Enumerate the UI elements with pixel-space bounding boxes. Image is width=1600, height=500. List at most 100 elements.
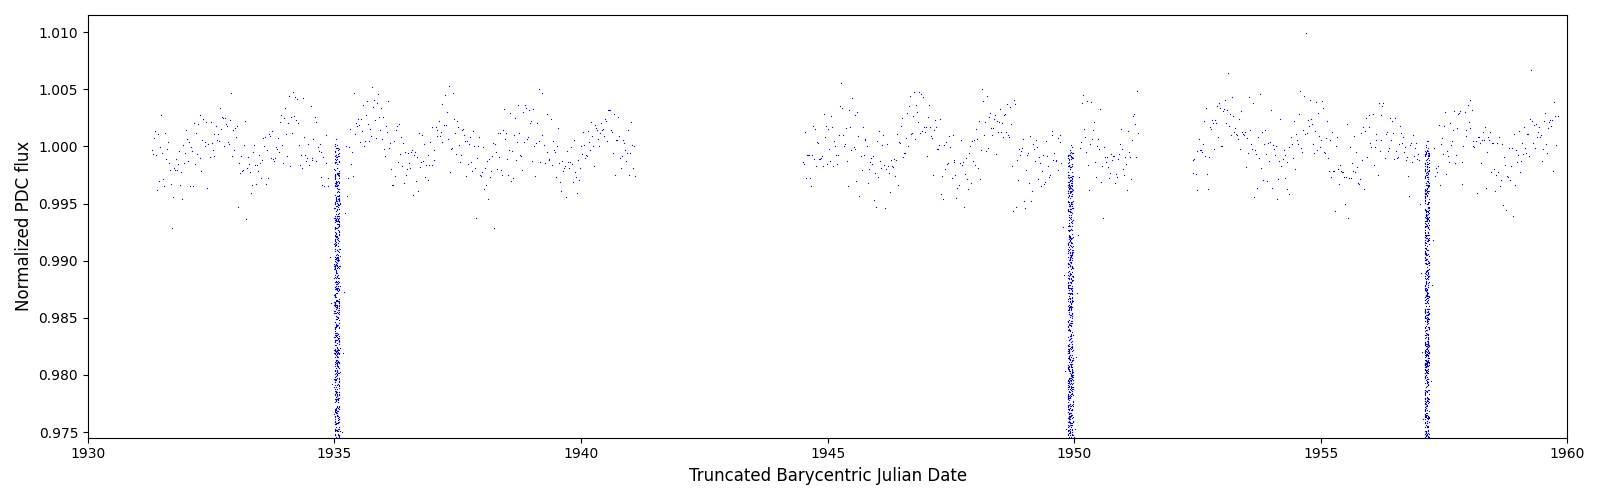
Point xyxy=(1056,362,1082,370)
Point xyxy=(325,224,350,232)
Point xyxy=(326,228,352,235)
Point xyxy=(1056,282,1082,290)
Point xyxy=(1474,184,1499,192)
Point xyxy=(1414,274,1440,281)
Point xyxy=(210,114,235,122)
Point xyxy=(323,332,349,340)
Point xyxy=(1054,418,1080,426)
Point xyxy=(832,142,858,150)
Point xyxy=(1056,336,1082,344)
Point xyxy=(1058,240,1083,248)
Point xyxy=(405,187,430,195)
Point xyxy=(325,336,350,344)
Point xyxy=(1106,150,1131,158)
Point xyxy=(1474,148,1499,156)
Point xyxy=(1416,152,1442,160)
Point xyxy=(1414,187,1440,195)
Point xyxy=(322,273,347,281)
Point xyxy=(322,350,347,358)
Point xyxy=(1059,251,1085,259)
Point xyxy=(893,134,918,142)
Point xyxy=(621,164,646,172)
Point xyxy=(1019,187,1045,195)
Point xyxy=(323,305,349,313)
Point xyxy=(1413,240,1438,248)
Point xyxy=(1512,124,1538,132)
Point xyxy=(1416,426,1442,434)
Point xyxy=(1403,138,1429,146)
Point xyxy=(467,172,493,179)
Point xyxy=(848,166,874,174)
Point xyxy=(1414,378,1440,386)
Point xyxy=(490,171,515,179)
Point xyxy=(1056,349,1082,357)
Point xyxy=(322,367,347,375)
Point xyxy=(229,152,254,160)
Point xyxy=(318,380,344,388)
Point xyxy=(1416,186,1442,194)
Point xyxy=(323,158,349,166)
Point xyxy=(1056,253,1082,261)
Point xyxy=(1261,141,1286,149)
Point xyxy=(1059,372,1085,380)
Point xyxy=(1317,136,1342,144)
Point xyxy=(1413,142,1438,150)
Point xyxy=(1413,346,1438,354)
Point xyxy=(171,141,197,149)
Point xyxy=(1413,432,1438,440)
Point xyxy=(326,358,352,366)
Point xyxy=(448,152,474,160)
Point xyxy=(1414,402,1440,409)
Point xyxy=(1413,189,1438,197)
Point xyxy=(1347,175,1373,183)
Point xyxy=(1414,268,1440,276)
Point xyxy=(1059,360,1085,368)
Point xyxy=(454,136,480,144)
Point xyxy=(1056,170,1082,178)
Point xyxy=(464,154,490,162)
Point xyxy=(322,348,347,356)
Point xyxy=(1058,400,1083,407)
Point xyxy=(1056,202,1082,210)
Point xyxy=(1413,420,1438,428)
Point xyxy=(1058,434,1083,442)
Point xyxy=(322,265,347,273)
Point xyxy=(1059,398,1085,406)
Point xyxy=(323,182,349,190)
Point xyxy=(1056,392,1082,400)
Point xyxy=(1059,358,1085,366)
Point xyxy=(1088,178,1114,186)
Point xyxy=(154,155,179,163)
Point xyxy=(1414,342,1440,350)
Point xyxy=(1058,322,1083,330)
Point xyxy=(1523,120,1549,128)
Point xyxy=(234,164,259,172)
Point xyxy=(1048,132,1074,140)
Point xyxy=(1066,173,1091,181)
Point xyxy=(325,212,350,220)
Point xyxy=(1414,438,1440,446)
Point xyxy=(912,122,938,130)
Point xyxy=(150,175,176,183)
Point xyxy=(1336,174,1362,182)
Point xyxy=(1059,411,1085,419)
Point xyxy=(1059,296,1085,304)
Point xyxy=(526,138,552,145)
Point xyxy=(1058,334,1083,342)
Point xyxy=(328,440,354,448)
Point xyxy=(213,120,238,128)
Point xyxy=(950,203,976,211)
Point xyxy=(1414,358,1440,366)
Point xyxy=(325,171,350,179)
Point xyxy=(190,115,216,123)
Point xyxy=(1058,274,1083,282)
Point xyxy=(323,406,349,414)
Point xyxy=(325,414,350,422)
Point xyxy=(1440,126,1466,134)
Point xyxy=(1413,256,1438,264)
Point xyxy=(1416,260,1442,268)
Point xyxy=(245,161,270,169)
Point xyxy=(1413,409,1438,417)
Point xyxy=(998,120,1024,128)
Point xyxy=(302,114,328,122)
